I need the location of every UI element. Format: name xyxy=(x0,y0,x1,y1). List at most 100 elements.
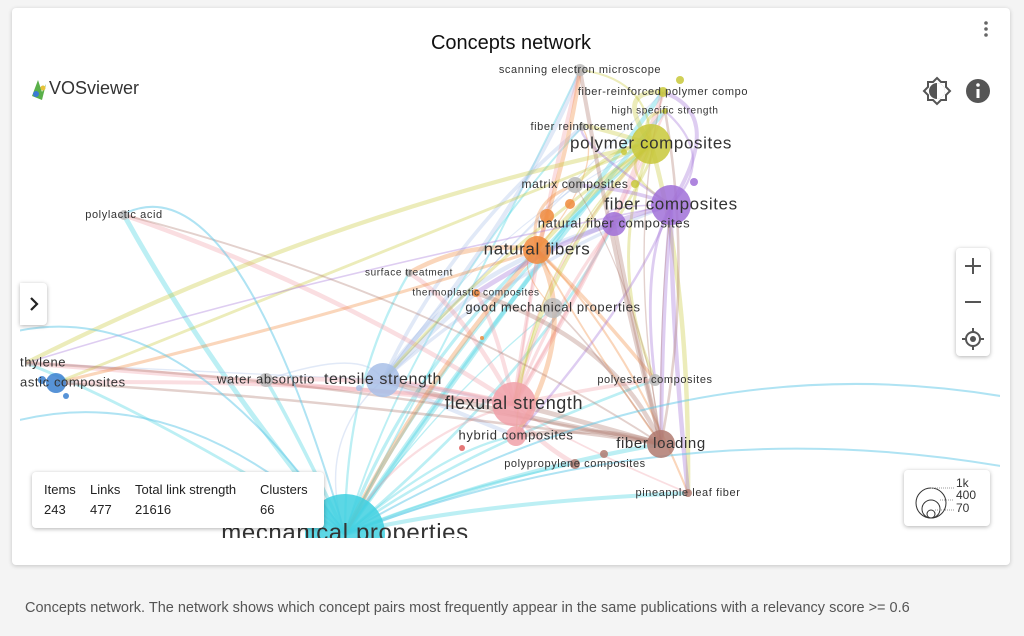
node-label: natural fibers xyxy=(484,239,591,258)
node xyxy=(662,108,668,114)
link xyxy=(648,143,691,494)
node xyxy=(356,385,362,391)
node-label: scanning electron microscope xyxy=(499,64,661,76)
link xyxy=(25,362,384,381)
node xyxy=(366,363,400,397)
node-label: thylene xyxy=(20,354,66,369)
link xyxy=(535,248,657,382)
node xyxy=(690,178,698,186)
node xyxy=(506,426,526,446)
link xyxy=(513,143,652,405)
node-label: fiber composites xyxy=(604,194,737,213)
link xyxy=(381,69,583,382)
link xyxy=(344,126,583,535)
link xyxy=(475,290,664,445)
node xyxy=(574,64,586,76)
link xyxy=(627,143,657,381)
stat-value: 477 xyxy=(90,502,112,517)
link xyxy=(344,69,581,535)
node xyxy=(119,210,129,220)
link xyxy=(382,91,664,381)
link xyxy=(55,142,652,385)
node xyxy=(405,269,413,277)
node-label: matrix composites xyxy=(522,177,629,191)
stat-value: 21616 xyxy=(135,502,172,517)
node xyxy=(565,199,575,209)
stat-label: Links xyxy=(90,482,121,497)
node xyxy=(38,376,46,384)
node-label: polyester composites xyxy=(597,374,712,386)
node-label: natural fiber composites xyxy=(538,215,690,230)
link xyxy=(344,447,1000,535)
node-label: good mechanical properties xyxy=(465,299,640,314)
link xyxy=(25,204,672,364)
link xyxy=(20,325,346,535)
stat-label: Items xyxy=(44,482,76,497)
size-legend-label: 400 xyxy=(956,488,976,502)
node-label: tensile strength xyxy=(324,371,442,388)
node-label: polymer composites xyxy=(570,133,732,152)
link xyxy=(612,223,663,445)
reset-view[interactable] xyxy=(962,328,984,350)
theme-button[interactable] xyxy=(922,76,952,106)
link xyxy=(407,245,538,275)
link xyxy=(662,90,699,207)
panel-title: Concepts network xyxy=(430,32,592,54)
link xyxy=(25,141,652,365)
link xyxy=(123,212,516,406)
link xyxy=(381,142,652,382)
node xyxy=(621,149,627,155)
node xyxy=(46,373,66,393)
link xyxy=(55,248,538,385)
node xyxy=(259,373,273,387)
stat-label: Total link strength xyxy=(135,482,237,497)
node xyxy=(543,298,563,318)
link xyxy=(344,223,616,536)
node xyxy=(305,494,385,538)
link xyxy=(342,248,539,536)
link xyxy=(343,90,665,536)
link xyxy=(55,381,662,446)
size-legend: 1k 400 70 xyxy=(904,470,990,526)
node xyxy=(540,209,554,223)
link xyxy=(382,143,652,381)
node xyxy=(63,393,69,399)
zoom-in[interactable] xyxy=(965,258,981,274)
link xyxy=(536,249,662,445)
link xyxy=(343,109,667,536)
zoom-controls xyxy=(956,248,990,356)
info-button[interactable] xyxy=(966,79,990,103)
node xyxy=(600,450,608,458)
link xyxy=(660,204,672,445)
node xyxy=(658,87,668,97)
link xyxy=(343,142,652,535)
stat-label: Clusters xyxy=(260,482,308,497)
stat-value: 66 xyxy=(260,502,275,517)
node xyxy=(578,123,586,131)
logo-text: VOSviewer xyxy=(49,78,139,98)
link xyxy=(381,221,615,382)
link xyxy=(668,204,691,494)
node xyxy=(684,489,692,497)
node-label: surface treatment xyxy=(365,268,453,279)
node-label: thermoplastic composites xyxy=(412,288,539,299)
node xyxy=(631,124,671,164)
link xyxy=(25,361,662,446)
node-label: fiber reinforcement xyxy=(530,121,633,133)
link xyxy=(381,291,478,382)
menu-button[interactable] xyxy=(978,20,994,40)
link xyxy=(552,307,662,445)
node xyxy=(480,336,484,340)
node xyxy=(647,430,675,458)
network-view[interactable]: scanning electron microscope fiber-reinfo… xyxy=(12,8,1010,565)
size-legend-label: 1k xyxy=(956,476,970,490)
node-label: high specific strength xyxy=(611,106,718,117)
link xyxy=(381,203,672,382)
node-label: fiber-reinforced polymer compo xyxy=(578,86,748,98)
sidebar-toggle[interactable] xyxy=(20,283,47,325)
link xyxy=(658,204,674,445)
node xyxy=(492,382,536,426)
link xyxy=(574,184,662,445)
stat-value: 243 xyxy=(44,502,66,517)
